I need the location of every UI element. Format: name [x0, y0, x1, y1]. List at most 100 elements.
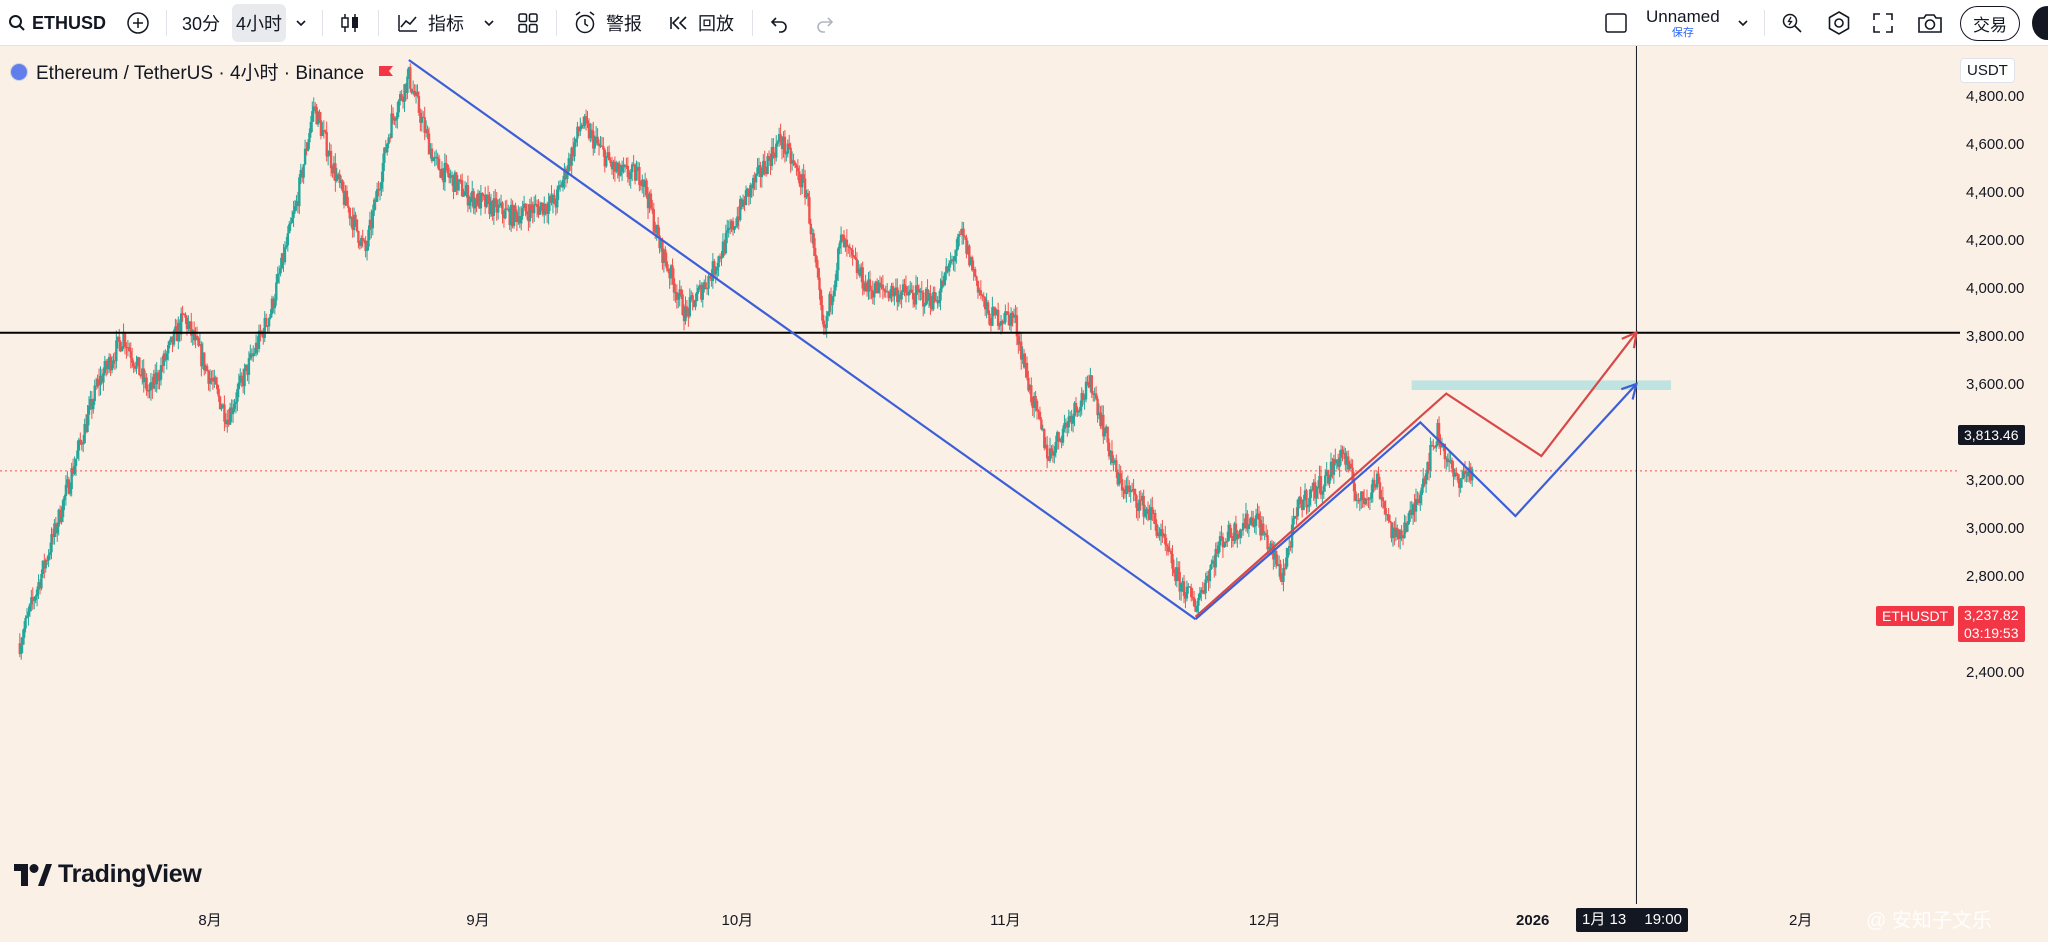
templates-button[interactable] — [516, 0, 540, 46]
interval-4h-label: 4小时 — [232, 4, 287, 42]
blue-path-drawing[interactable] — [408, 59, 1197, 621]
candle-body — [949, 261, 952, 264]
candle — [1063, 414, 1066, 433]
tradingview-logo[interactable]: TradingView — [14, 860, 202, 889]
candle-body — [496, 204, 500, 213]
candle-body — [886, 291, 889, 293]
candle-body — [779, 134, 782, 142]
trade-button[interactable]: 交易 — [1960, 0, 2020, 46]
candle-body — [749, 185, 752, 197]
candle-body — [1156, 532, 1160, 536]
candle-body — [56, 526, 59, 534]
candle-body — [1237, 533, 1240, 538]
chart-type-button[interactable] — [338, 0, 362, 46]
candle — [721, 233, 725, 258]
candle-body — [943, 272, 947, 286]
candle-body — [326, 155, 330, 157]
candle — [69, 482, 72, 497]
candle — [649, 189, 653, 211]
candle-body — [80, 442, 83, 445]
candle-body — [697, 287, 700, 292]
candle — [1110, 440, 1114, 466]
candle — [812, 229, 815, 256]
candle-body — [770, 146, 774, 166]
candle-body — [756, 167, 759, 174]
candle — [479, 185, 483, 216]
settings-icon — [1828, 11, 1850, 35]
candle-body — [1303, 490, 1307, 500]
candle — [1178, 561, 1181, 600]
undo-button[interactable] — [768, 0, 790, 46]
compare-button[interactable] — [126, 0, 150, 46]
candle — [1381, 486, 1385, 509]
candle — [377, 180, 380, 197]
interval-dropdown[interactable] — [294, 0, 308, 46]
candle-body — [1436, 422, 1439, 445]
candle — [1296, 498, 1300, 521]
candle-body — [110, 363, 114, 371]
candle-body — [764, 171, 768, 174]
candle-body — [1251, 517, 1255, 527]
replay-button[interactable]: 回放 — [668, 0, 734, 46]
red-path-drawing[interactable] — [1194, 331, 1638, 618]
candle — [386, 143, 389, 156]
indicators-button[interactable]: 指标 — [396, 0, 464, 46]
candle — [151, 376, 154, 399]
candle — [502, 210, 506, 228]
candle — [360, 235, 363, 249]
candle — [1162, 532, 1166, 539]
candle-body — [1119, 473, 1122, 480]
candle-body — [220, 407, 223, 409]
fullscreen-button[interactable] — [1872, 0, 1894, 46]
candle — [116, 336, 119, 349]
candle — [1214, 542, 1217, 576]
candle-body — [802, 174, 805, 179]
quick-search-button[interactable] — [1780, 0, 1804, 46]
drawings[interactable] — [0, 46, 1960, 904]
price-axis[interactable]: 2,400.002,600.002,800.003,000.003,200.00… — [1966, 88, 2024, 681]
candle — [168, 339, 171, 349]
avatar[interactable] — [2032, 6, 2048, 40]
candle-body — [1411, 504, 1415, 516]
candle-body — [263, 317, 266, 338]
candle — [903, 278, 906, 297]
candle — [424, 120, 428, 138]
flag-icon[interactable] — [378, 65, 394, 79]
candle-body — [1371, 479, 1374, 493]
candle — [982, 292, 985, 307]
layout-dropdown[interactable] — [1736, 0, 1750, 46]
price-chart[interactable]: 2,400.002,600.002,800.003,000.003,200.00… — [0, 46, 2048, 942]
interval-30m[interactable]: 30分 — [182, 0, 220, 46]
interval-4h[interactable]: 4小时 — [232, 0, 287, 46]
candle-body — [1446, 458, 1449, 463]
candle-body — [149, 382, 153, 391]
candle — [1081, 390, 1085, 405]
target-zone[interactable] — [1411, 380, 1672, 390]
time-axis[interactable]: 8月 9月 10月 11月 12月 2026 2月 — [0, 904, 2048, 942]
settings-button[interactable] — [1826, 0, 1852, 46]
candle — [227, 408, 230, 427]
candle-body — [848, 246, 851, 249]
candle-body — [1445, 458, 1448, 460]
candle — [1396, 524, 1399, 540]
candle — [61, 498, 65, 523]
currency-selector[interactable]: USDT — [1960, 58, 2015, 83]
candle — [854, 247, 857, 261]
symbol-search[interactable]: ETHUSD — [8, 0, 106, 46]
candle-body — [33, 599, 36, 601]
select-layout-button[interactable] — [1604, 0, 1628, 46]
candle-body — [544, 204, 547, 212]
redo-button[interactable] — [814, 0, 836, 46]
candle — [270, 295, 274, 318]
layout-name[interactable]: Unnamed 保存 — [1646, 0, 1720, 46]
candle-body — [51, 534, 55, 538]
blue-path-drawing[interactable] — [1194, 383, 1638, 621]
candle-body — [816, 267, 820, 278]
candle-body — [77, 439, 81, 451]
candle-body — [329, 150, 333, 169]
candle — [1064, 418, 1068, 433]
snapshot-button[interactable] — [1916, 0, 1944, 46]
candle-body — [806, 193, 810, 198]
indicators-dropdown[interactable] — [482, 0, 496, 46]
alert-button[interactable]: 警报 — [572, 0, 642, 46]
